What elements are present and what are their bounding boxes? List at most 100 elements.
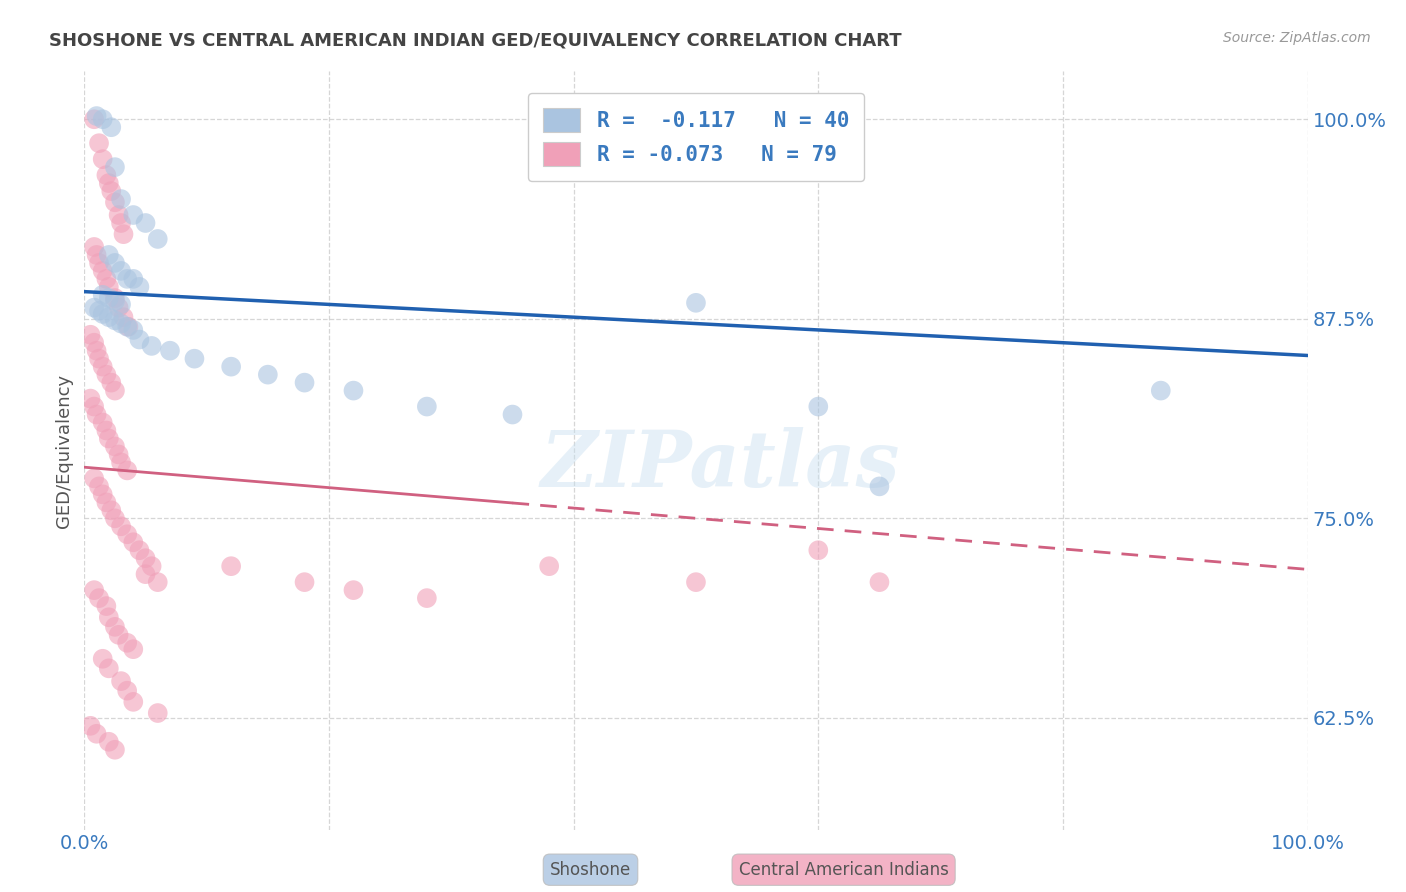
Point: [87, 303, 110, 318]
Point: [100, 120, 122, 135]
Y-axis label: GED/Equivalency: GED/Equivalency: [55, 374, 73, 527]
Point: [110, 192, 132, 206]
Point: [110, 317, 132, 331]
Point: [257, 368, 280, 382]
Point: [91, 264, 114, 278]
Point: [86, 343, 108, 358]
Point: [104, 440, 127, 454]
Point: [294, 575, 316, 590]
Point: [97, 432, 120, 446]
Point: [91, 288, 114, 302]
Point: [97, 610, 120, 624]
Point: [107, 208, 129, 222]
Text: Shoshone: Shoshone: [550, 861, 631, 879]
Point: [110, 455, 132, 469]
Point: [96, 368, 118, 382]
Point: [86, 248, 108, 262]
Point: [86, 408, 108, 422]
Point: [97, 735, 120, 749]
Point: [107, 301, 129, 315]
Point: [79, 392, 101, 406]
Point: [135, 551, 157, 566]
Point: [416, 591, 439, 606]
Point: [100, 184, 122, 198]
Point: [128, 333, 150, 347]
Point: [107, 628, 129, 642]
Text: SHOSHONE VS CENTRAL AMERICAN INDIAN GED/EQUIVALENCY CORRELATION CHART: SHOSHONE VS CENTRAL AMERICAN INDIAN GED/…: [49, 31, 901, 49]
Point: [1150, 384, 1173, 398]
Point: [141, 339, 163, 353]
Point: [219, 559, 242, 574]
Point: [869, 575, 891, 590]
Point: [115, 272, 138, 286]
Point: [104, 313, 127, 327]
Point: [159, 343, 181, 358]
Point: [416, 400, 439, 414]
Point: [97, 248, 120, 262]
Point: [685, 295, 707, 310]
Point: [128, 280, 150, 294]
Point: [87, 256, 110, 270]
Point: [96, 599, 118, 613]
Point: [112, 310, 135, 325]
Point: [97, 280, 120, 294]
Point: [86, 109, 108, 123]
Point: [112, 227, 135, 242]
Point: [97, 310, 120, 325]
Point: [91, 652, 114, 666]
Point: [110, 297, 132, 311]
Point: [122, 323, 145, 337]
Point: [83, 471, 105, 485]
Point: [104, 384, 127, 398]
Point: [87, 479, 110, 493]
Point: [502, 408, 524, 422]
Point: [104, 195, 127, 210]
Point: [122, 642, 145, 657]
Point: [115, 683, 138, 698]
Legend: R =  -0.117   N = 40, R = -0.073   N = 79: R = -0.117 N = 40, R = -0.073 N = 79: [529, 93, 863, 181]
Point: [83, 335, 105, 350]
Point: [869, 479, 891, 493]
Point: [96, 168, 118, 182]
Point: [146, 232, 169, 246]
Text: ZIPatlas: ZIPatlas: [541, 427, 900, 504]
Point: [115, 636, 138, 650]
Point: [86, 727, 108, 741]
Point: [83, 400, 105, 414]
Point: [96, 272, 118, 286]
Point: [135, 567, 157, 582]
Point: [110, 216, 132, 230]
Point: [117, 319, 139, 334]
Point: [141, 559, 163, 574]
Point: [110, 519, 132, 533]
Point: [97, 291, 120, 305]
Point: [342, 384, 364, 398]
Point: [97, 661, 120, 675]
Point: [128, 543, 150, 558]
Point: [87, 351, 110, 366]
Point: [107, 447, 129, 461]
Point: [83, 301, 105, 315]
Point: [91, 416, 114, 430]
Point: [115, 527, 138, 541]
Point: [115, 463, 138, 477]
Point: [294, 376, 316, 390]
Point: [91, 112, 114, 127]
Point: [685, 575, 707, 590]
Text: Central American Indians: Central American Indians: [738, 861, 949, 879]
Point: [91, 359, 114, 374]
Point: [219, 359, 242, 374]
Point: [79, 719, 101, 733]
Point: [83, 240, 105, 254]
Point: [122, 272, 145, 286]
Point: [87, 591, 110, 606]
Point: [342, 583, 364, 598]
Point: [96, 495, 118, 509]
Point: [87, 136, 110, 151]
Point: [104, 294, 127, 309]
Point: [122, 695, 145, 709]
Point: [83, 583, 105, 598]
Point: [91, 307, 114, 321]
Point: [104, 743, 127, 757]
Text: Source: ZipAtlas.com: Source: ZipAtlas.com: [1223, 31, 1371, 45]
